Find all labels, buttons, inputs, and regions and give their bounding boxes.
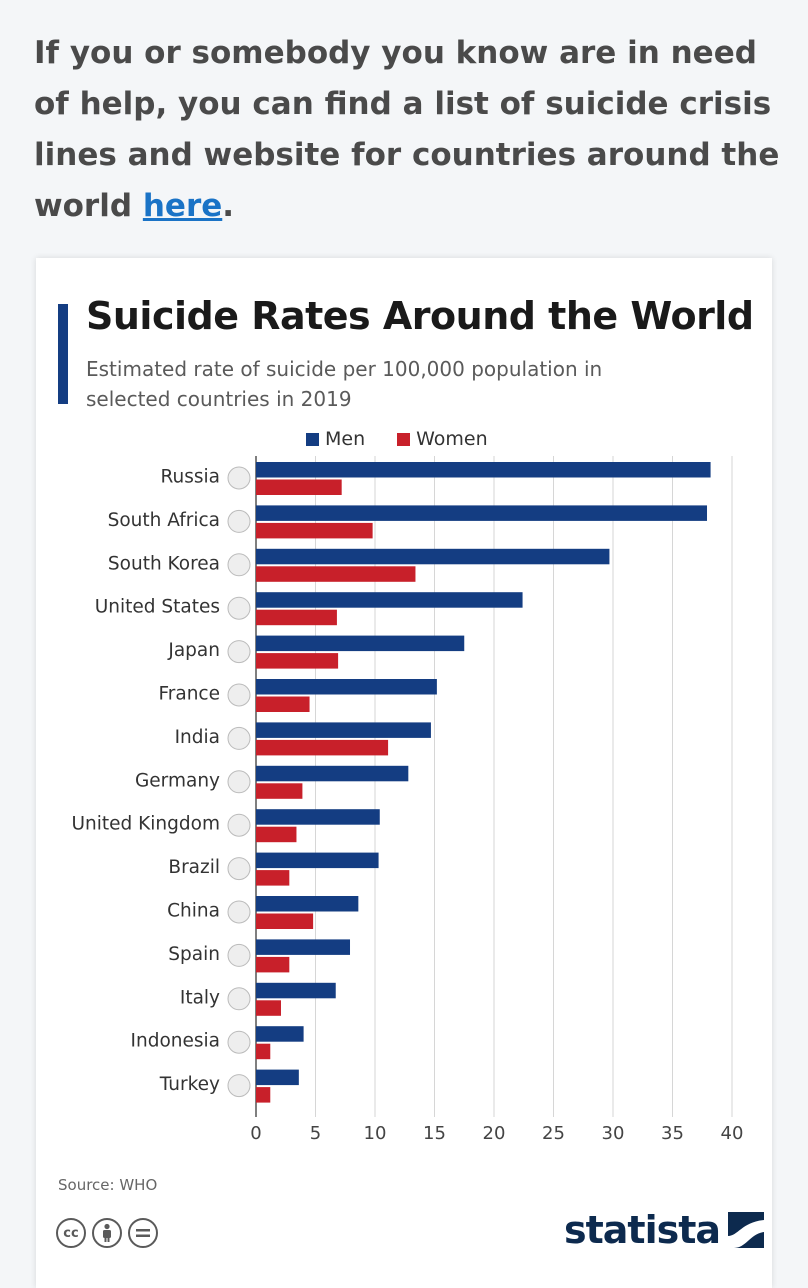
legend-item-women: Women xyxy=(397,428,488,450)
bar-women xyxy=(256,522,373,539)
bar-women xyxy=(256,479,342,495)
indonesia-flag-icon xyxy=(227,1030,251,1054)
bar-women xyxy=(256,739,389,756)
india-flag-icon xyxy=(227,726,251,750)
statista-logo[interactable]: statista xyxy=(564,1208,765,1252)
bar-men xyxy=(256,896,359,912)
category-label: South Korea xyxy=(108,553,220,574)
bar-women xyxy=(256,1043,271,1060)
bar-men xyxy=(256,939,351,955)
category-label: India xyxy=(175,727,220,748)
south-africa-flag-icon xyxy=(227,509,251,533)
category-label: Spain xyxy=(168,944,220,965)
x-tick-label: 0 xyxy=(250,1123,261,1144)
x-tick-label: 20 xyxy=(483,1123,506,1144)
bar-women xyxy=(256,956,290,973)
south-korea-flag-icon xyxy=(227,553,251,577)
chart-subtitle: Estimated rate of suicide per 100,000 po… xyxy=(86,357,603,411)
x-tick-label: 35 xyxy=(661,1123,684,1144)
intro-trailing: . xyxy=(222,188,235,224)
chart-legend: Men Women xyxy=(306,428,510,450)
brand-name: statista xyxy=(564,1208,721,1252)
x-tick-label: 5 xyxy=(310,1123,321,1144)
united-kingdom-flag-icon xyxy=(227,813,251,837)
brazil-flag-icon xyxy=(227,857,251,881)
bar-women xyxy=(256,653,339,669)
chart-card: Suicide Rates Around the World Estimated… xyxy=(36,258,772,1288)
category-label: Turkey xyxy=(159,1074,220,1095)
x-tick-label: 30 xyxy=(602,1123,625,1144)
bar-women xyxy=(256,783,303,799)
bar-women xyxy=(256,870,290,886)
bar-men xyxy=(256,765,409,782)
bar-men xyxy=(256,635,465,652)
cc-icon[interactable]: cc xyxy=(56,1218,86,1248)
bar-men xyxy=(256,1026,304,1042)
category-label: South Africa xyxy=(108,510,220,531)
bar-men xyxy=(256,462,711,478)
title-accent-bar xyxy=(58,304,68,404)
turkey-flag-icon xyxy=(227,1074,251,1098)
bar-women xyxy=(256,609,337,626)
united-states-flag-icon xyxy=(227,596,251,620)
category-label: Brazil xyxy=(168,857,220,878)
category-label: Germany xyxy=(135,770,220,791)
intro-paragraph: If you or somebody you know are in need … xyxy=(34,28,784,232)
x-tick-label: 25 xyxy=(542,1123,565,1144)
legend-swatch-men xyxy=(306,432,319,446)
bar-men xyxy=(256,548,610,565)
bar-women xyxy=(256,826,297,843)
france-flag-icon xyxy=(227,683,251,707)
bar-men xyxy=(256,1069,299,1086)
italy-flag-icon xyxy=(227,987,251,1011)
legend-label-men: Men xyxy=(325,428,366,450)
bar-men xyxy=(256,505,708,521)
attribution-icon[interactable] xyxy=(92,1218,122,1248)
category-label: United States xyxy=(95,597,220,618)
legend-item-men: Men xyxy=(306,428,365,450)
x-tick-label: 10 xyxy=(364,1123,387,1144)
bar-men xyxy=(256,722,431,738)
bar-women xyxy=(256,696,310,712)
spain-flag-icon xyxy=(227,943,251,967)
source-note: Source: WHO xyxy=(58,1176,158,1194)
bar-women xyxy=(256,566,416,582)
russia-flag-icon xyxy=(227,466,251,490)
license-icons: cc xyxy=(56,1218,158,1248)
legend-swatch-women xyxy=(397,432,411,446)
x-tick-label: 40 xyxy=(721,1123,744,1144)
category-label: Indonesia xyxy=(131,1031,220,1052)
category-label: China xyxy=(167,901,220,922)
category-label: Italy xyxy=(180,987,220,1008)
intro-text: If you or somebody you know are in need … xyxy=(34,35,780,224)
x-tick-label: 15 xyxy=(423,1123,446,1144)
bar-men xyxy=(256,592,523,608)
crisis-lines-link[interactable]: here xyxy=(142,188,223,224)
bar-men xyxy=(256,679,437,695)
legend-label-women: Women xyxy=(416,428,488,450)
bar-women xyxy=(256,1087,271,1103)
statista-logo-icon xyxy=(728,1212,765,1248)
japan-flag-icon xyxy=(227,640,251,664)
bar-women xyxy=(256,913,314,929)
category-label: United Kingdom xyxy=(72,814,221,835)
bar-men xyxy=(256,852,379,869)
china-flag-icon xyxy=(227,900,251,924)
bar-men xyxy=(256,809,380,825)
germany-flag-icon xyxy=(227,770,251,794)
category-label: Japan xyxy=(167,640,220,661)
category-label: Russia xyxy=(160,467,220,488)
bar-men xyxy=(256,982,336,999)
chart-title: Suicide Rates Around the World xyxy=(86,294,754,338)
bar-women xyxy=(256,1000,281,1016)
category-label: France xyxy=(158,684,220,705)
no-derivatives-icon[interactable] xyxy=(128,1218,158,1248)
bar-chart: 0 5 10 15 20 25 30 35 40 Russia South Africa South … xyxy=(72,456,744,1144)
